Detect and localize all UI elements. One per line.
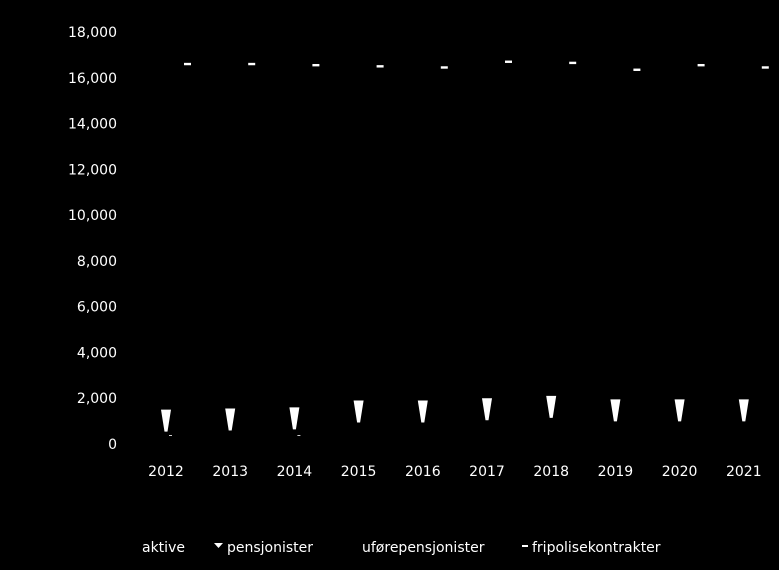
pensjonister-mark: [289, 407, 300, 430]
fripolisekontrakter-mark: [440, 66, 448, 69]
pensjonister-mark: [353, 400, 364, 423]
x-tick-label: 2014: [277, 464, 313, 480]
legend-marker-pensjonister: [214, 543, 223, 548]
x-tick-label: 2017: [469, 464, 505, 480]
fripolisekontrakter-mark: [376, 65, 384, 68]
pensjonister-mark: [610, 399, 621, 422]
pensjonister-mark: [161, 409, 171, 432]
x-tick-label: 2019: [598, 464, 634, 480]
y-tick-label: 12,000: [68, 162, 117, 178]
x-tick-label: 2015: [341, 464, 377, 480]
y-tick-label: 0: [108, 437, 117, 453]
x-tick-label: 2020: [662, 464, 698, 480]
y-tick-label: 10,000: [68, 208, 117, 224]
fripolisekontrakter-mark: [569, 61, 577, 65]
legend-label: fripolisekontrakter: [532, 540, 661, 556]
y-tick-label: 6,000: [77, 300, 117, 316]
legend-label: uførepensjonister: [362, 540, 485, 556]
legend-label: pensjonister: [227, 540, 313, 556]
y-tick-label: 4,000: [77, 345, 117, 361]
pensjonister-mark: [417, 400, 428, 423]
pensjonister-mark: [738, 399, 749, 422]
pensjonister-mark: [546, 395, 557, 418]
aktive-mark: [297, 435, 301, 436]
y-tick-label: 2,000: [77, 391, 117, 407]
chart-marks: [161, 60, 769, 436]
legend-marker-fripolisekontrakter: [522, 545, 528, 547]
pensjonister-mark: [674, 399, 685, 422]
fripolisekontrakter-mark: [761, 66, 769, 69]
y-tick-label: 14,000: [68, 117, 117, 133]
legend: aktive pensjonister uførepensjonister fripo…: [142, 540, 661, 556]
fripolisekontrakter-mark: [505, 60, 512, 63]
y-tick-label: 18,000: [68, 25, 117, 41]
fripolisekontrakter-mark: [697, 63, 705, 67]
y-axis-ticks: 0 2,000 4,000 6,000 8,000 10,000 12,000 14,000 1…: [68, 25, 117, 453]
x-tick-label: 2013: [212, 464, 248, 480]
x-tick-label: 2016: [405, 464, 441, 480]
fripolisekontrakter-mark: [248, 62, 256, 66]
legend-label: aktive: [142, 540, 185, 556]
x-axis-ticks: 2012 2013 2014 2015 2016 2017 2018 2019 2020 2021: [148, 464, 761, 480]
fripolisekontrakter-mark: [184, 62, 191, 66]
x-tick-label: 2012: [148, 464, 184, 480]
pensjonister-mark: [482, 398, 492, 421]
x-tick-label: 2021: [726, 464, 762, 480]
y-tick-label: 16,000: [68, 71, 117, 87]
fripolisekontrakter-mark: [633, 68, 641, 71]
aktive-mark: [169, 435, 172, 436]
fripolisekontrakter-mark: [312, 63, 320, 67]
x-tick-label: 2018: [533, 464, 569, 480]
y-tick-label: 8,000: [77, 254, 117, 270]
pensjonister-mark: [225, 408, 236, 431]
